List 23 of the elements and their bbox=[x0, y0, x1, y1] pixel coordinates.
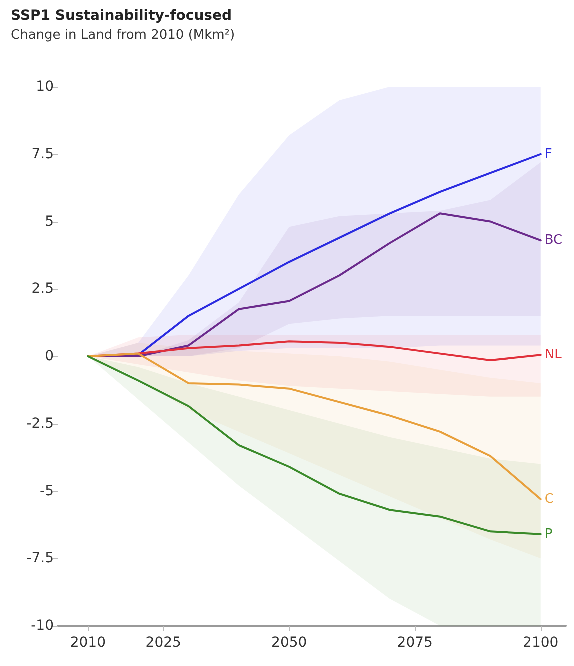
y-tick-label: 2.5 bbox=[32, 281, 54, 298]
y-tick-label: -2.5 bbox=[26, 416, 54, 432]
chart-subtitle: Change in Land from 2010 (Mkm²) bbox=[11, 28, 236, 43]
y-tick-label: 10 bbox=[36, 79, 54, 95]
x-tick-label: 2025 bbox=[146, 635, 182, 651]
x-tick-label: 2100 bbox=[523, 635, 559, 651]
line-series bbox=[87, 352, 542, 500]
series-label: C bbox=[544, 492, 554, 507]
chart-title: SSP1 Sustainability-focused bbox=[11, 8, 232, 24]
line-series bbox=[87, 356, 542, 536]
series-label: P bbox=[544, 526, 553, 542]
x-tick-label: 2075 bbox=[397, 635, 433, 651]
x-tick-label: 2050 bbox=[272, 635, 308, 651]
x-tick-label: 2010 bbox=[70, 635, 106, 651]
y-tick-label: 0 bbox=[45, 348, 54, 364]
series-label: F bbox=[544, 146, 552, 162]
y-tick-label: -10 bbox=[31, 618, 54, 634]
series-label: BC bbox=[544, 233, 563, 248]
y-tick-label: -5 bbox=[40, 483, 54, 500]
y-tick-label: 7.5 bbox=[32, 146, 54, 162]
y-tick-label: 5 bbox=[45, 214, 54, 230]
y-tick-label: -7.5 bbox=[26, 550, 54, 567]
series-label: NL bbox=[544, 348, 563, 363]
